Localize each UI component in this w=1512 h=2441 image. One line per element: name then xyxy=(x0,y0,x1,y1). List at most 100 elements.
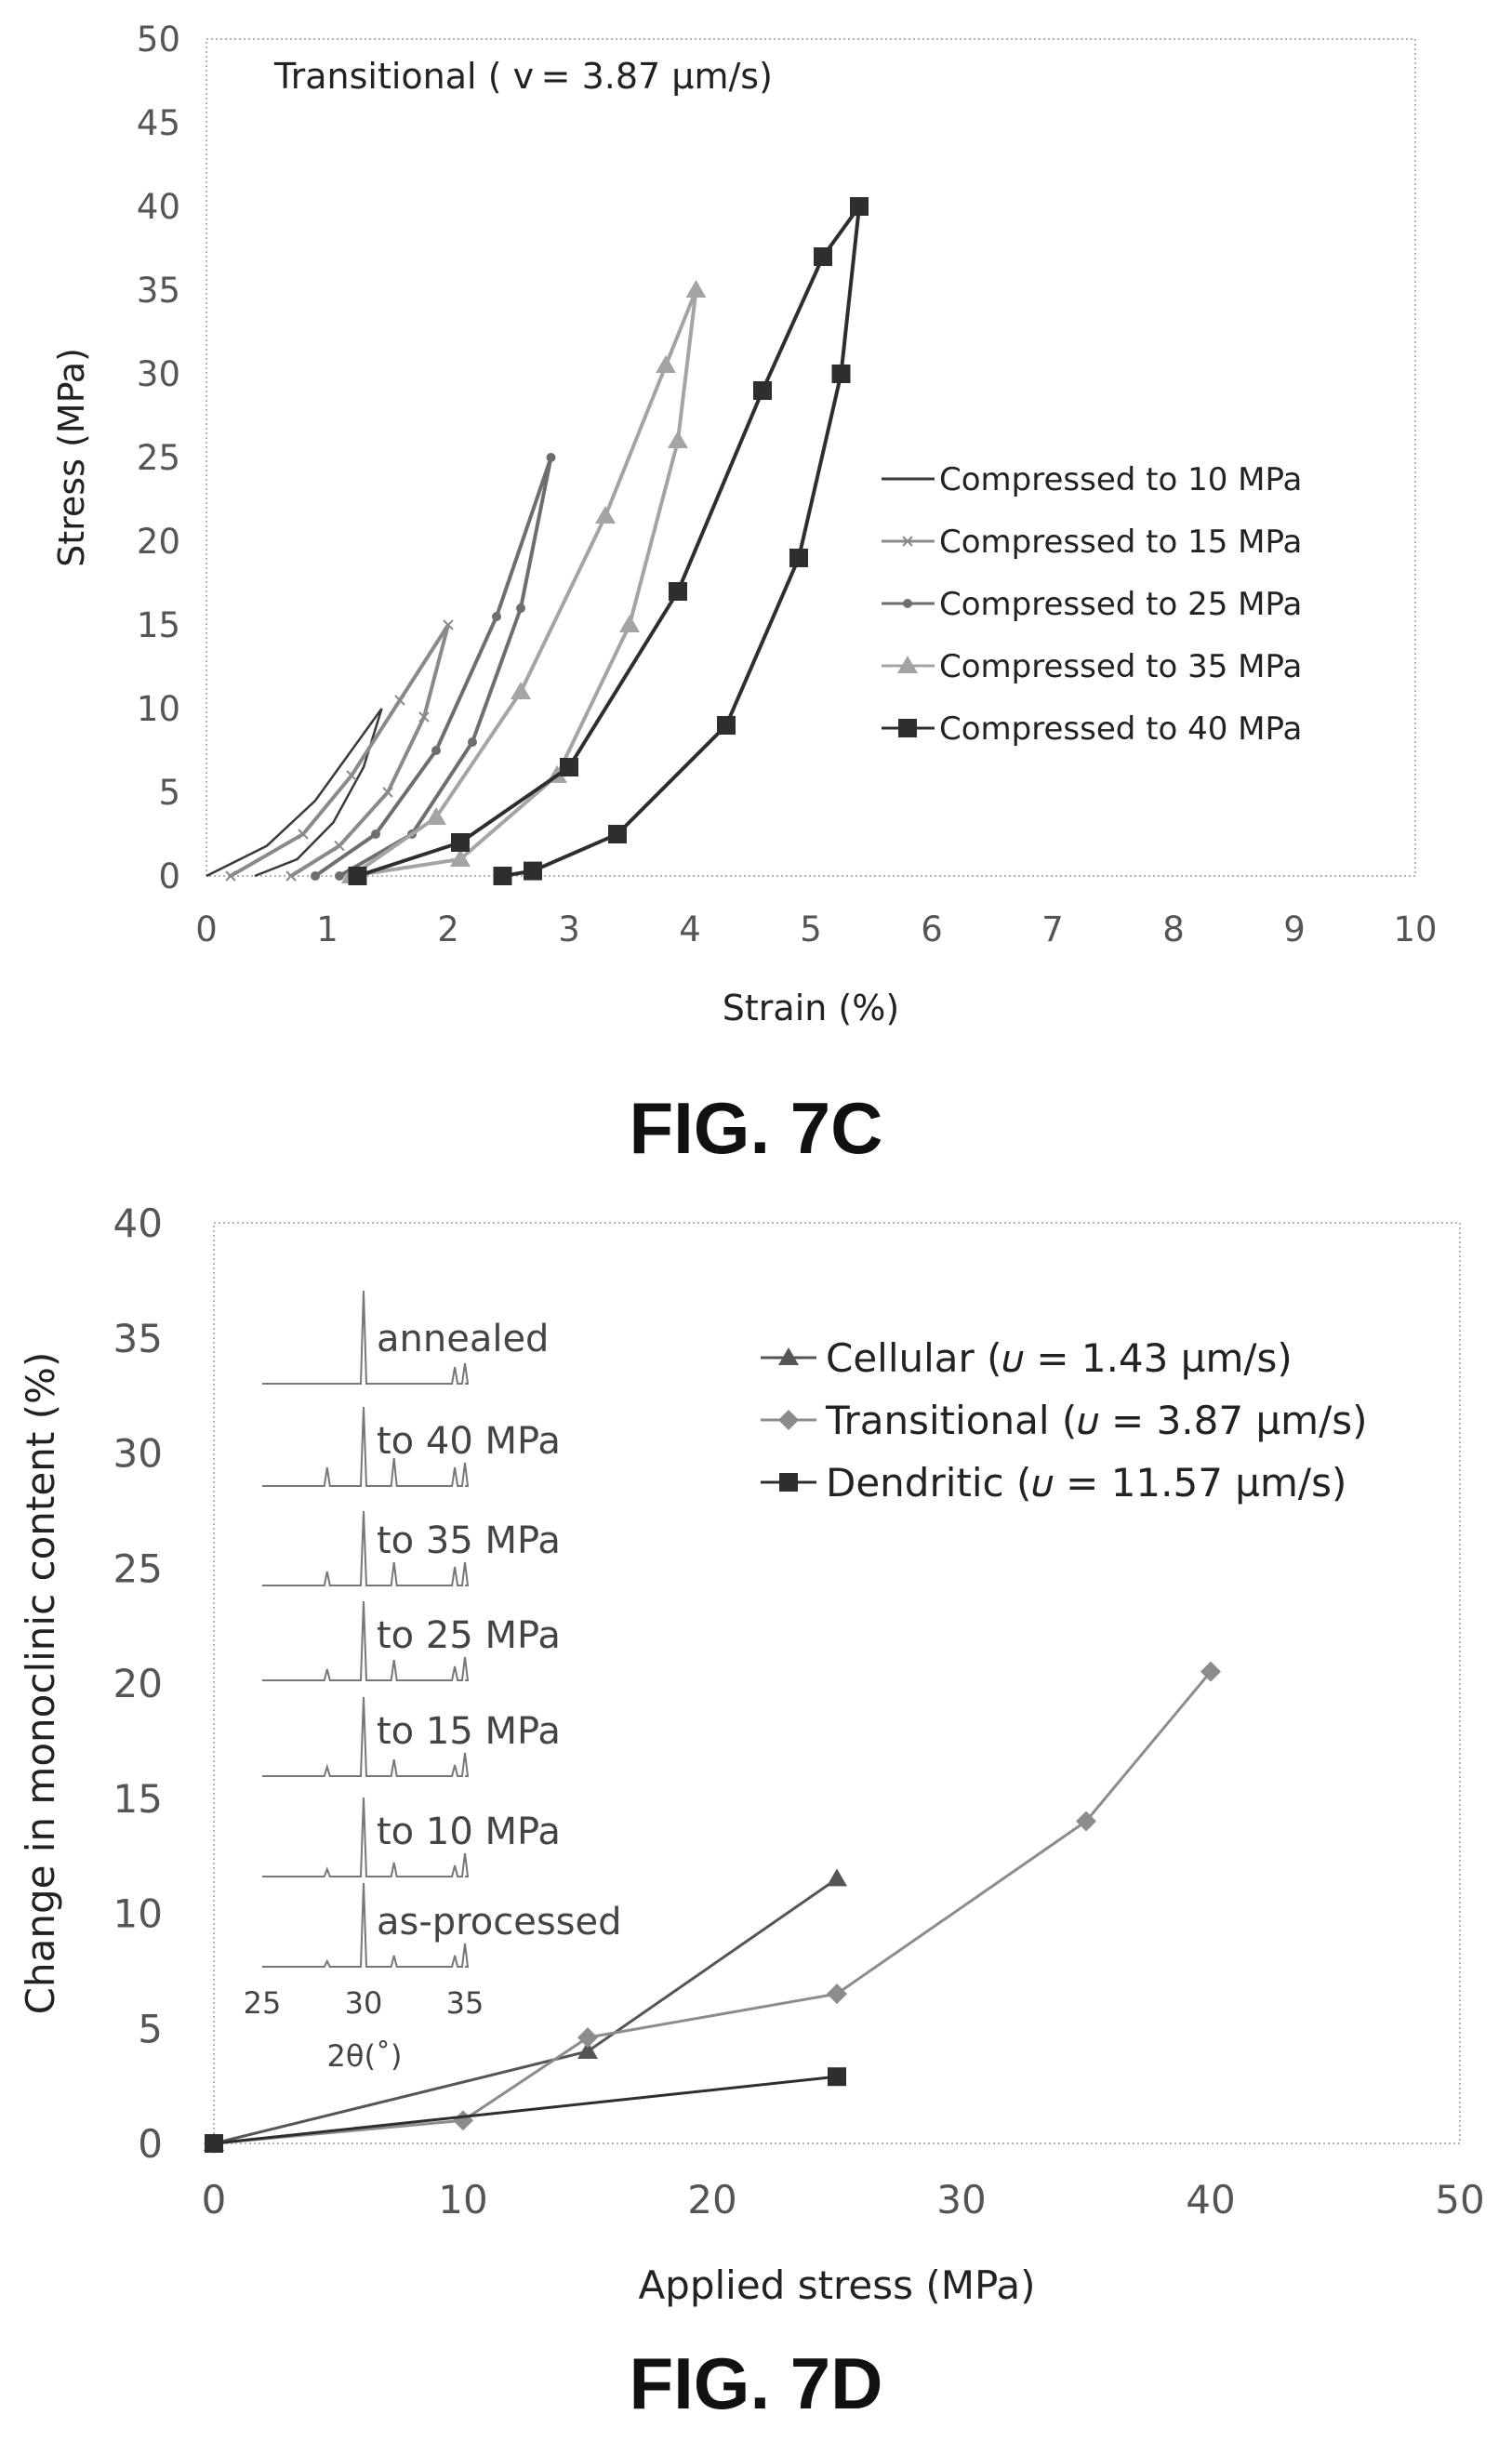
data-point xyxy=(346,770,357,781)
legend-label: Compressed to 35 MPa xyxy=(939,648,1302,685)
hysteresis-curve xyxy=(230,623,450,878)
xrd-trace-label: to 15 MPa xyxy=(377,1710,561,1753)
data-point xyxy=(453,2110,473,2131)
inset-x-tick-label: 35 xyxy=(446,1985,484,2021)
data-point xyxy=(546,453,556,462)
x-tick-label: 40 xyxy=(1186,2177,1235,2222)
chart-7d: 0 5 10 15 20 25 30 35 40 0 10 20 30 40 50 Applied stres… xyxy=(18,1201,1485,2424)
data-point xyxy=(431,746,441,755)
data-point xyxy=(850,197,869,216)
xrd-trace xyxy=(262,1696,470,1777)
series-line xyxy=(213,1670,1213,2145)
plot-area-border xyxy=(206,38,1416,877)
data-point xyxy=(668,431,688,448)
xrd-trace-label: to 25 MPa xyxy=(377,1614,561,1657)
data-point xyxy=(516,604,525,613)
y-tick-label: 10 xyxy=(137,689,180,729)
data-point xyxy=(619,615,640,632)
x-tick-label: 0 xyxy=(202,2177,227,2222)
xrd-trace xyxy=(262,1290,470,1385)
xrd-trace xyxy=(262,1510,470,1586)
x-tick-label: 30 xyxy=(936,2177,986,2222)
y-tick-label: 25 xyxy=(113,1546,163,1591)
legend-marker xyxy=(778,1410,799,1430)
legend-marker xyxy=(778,1347,799,1365)
x-tick-label: 10 xyxy=(438,2177,487,2222)
legend-label: Compressed to 10 MPa xyxy=(939,461,1302,498)
legend-marker xyxy=(898,719,917,737)
legend-label: Compressed to 15 MPa xyxy=(939,524,1302,561)
y-tick-label: 40 xyxy=(137,187,180,227)
data-point xyxy=(311,871,320,881)
y-tick-label: 40 xyxy=(113,1201,163,1246)
y-tick-label: 5 xyxy=(158,773,180,813)
x-tick-label: 20 xyxy=(687,2177,736,2222)
data-point xyxy=(814,247,832,266)
xrd-trace xyxy=(262,1882,470,1968)
plot-area-border xyxy=(213,1222,1461,2144)
x-tick-label: 3 xyxy=(558,909,580,949)
data-point xyxy=(394,695,405,706)
x-axis-label: Strain (%) xyxy=(723,988,899,1028)
xrd-trace-label: to 40 MPa xyxy=(377,1420,561,1463)
x-tick-label: 0 xyxy=(195,909,218,949)
data-point xyxy=(717,716,736,735)
y-tick-label: 5 xyxy=(138,2006,163,2051)
legend-label: Compressed to 25 MPa xyxy=(939,586,1302,623)
x-tick-label: 7 xyxy=(1041,909,1064,949)
legend-label: Cellular (𝜐 = 1.43 µm/s) xyxy=(826,1335,1293,1381)
y-tick-label: 30 xyxy=(113,1431,163,1477)
y-axis-label: Change in monoclinic content (%) xyxy=(18,1352,63,2015)
figure-caption: FIG. 7D xyxy=(629,2342,882,2424)
data-point xyxy=(685,280,707,298)
inset-x-tick-label: 25 xyxy=(244,1985,282,2021)
hysteresis-curve xyxy=(350,289,698,878)
xrd-trace xyxy=(262,1797,470,1877)
data-point xyxy=(205,2134,223,2153)
data-point xyxy=(669,582,687,601)
data-point xyxy=(335,871,344,881)
x-tick-label: 4 xyxy=(679,909,701,949)
xrd-trace-label: to 35 MPa xyxy=(377,1519,561,1562)
legend-marker xyxy=(902,536,913,547)
data-point xyxy=(1200,1661,1221,1682)
legend-label: Transitional (𝜐 = 3.87 µm/s) xyxy=(825,1398,1368,1443)
data-point xyxy=(577,2027,598,2049)
legend-marker xyxy=(903,599,912,608)
xrd-trace xyxy=(262,1600,470,1681)
figure-caption: FIG. 7C xyxy=(629,1087,882,1169)
data-point xyxy=(418,711,430,723)
data-point xyxy=(334,840,345,852)
data-point xyxy=(789,549,808,567)
data-point xyxy=(656,355,676,373)
y-tick-label: 20 xyxy=(137,522,180,562)
x-tick-label: 50 xyxy=(1435,2177,1484,2222)
xrd-trace-label: annealed xyxy=(377,1318,549,1360)
data-point xyxy=(492,612,501,621)
legend-marker xyxy=(897,656,918,673)
y-tick-label: 30 xyxy=(137,354,180,394)
data-point xyxy=(753,381,772,400)
y-tick-label: 0 xyxy=(158,856,180,896)
data-point xyxy=(560,758,578,776)
y-tick-label: 15 xyxy=(113,1776,163,1822)
inset-x-axis-label: 2θ(˚) xyxy=(327,2038,403,2074)
data-point xyxy=(511,682,531,699)
y-tick-label: 10 xyxy=(113,1891,163,1937)
y-tick-label: 15 xyxy=(137,605,180,645)
data-point xyxy=(468,737,477,747)
data-point xyxy=(524,861,542,881)
y-tick-label: 50 xyxy=(137,20,180,60)
data-point xyxy=(493,867,512,885)
data-point xyxy=(450,849,471,867)
y-tick-label: 45 xyxy=(137,103,180,143)
x-tick-label: 8 xyxy=(1162,909,1185,949)
data-point xyxy=(831,365,851,383)
x-tick-label: 6 xyxy=(921,909,943,949)
legend-label: Compressed to 40 MPa xyxy=(939,710,1302,748)
data-point xyxy=(827,1868,847,1887)
x-tick-label: 5 xyxy=(800,909,822,949)
data-point xyxy=(827,1983,847,2005)
data-point xyxy=(451,833,470,852)
